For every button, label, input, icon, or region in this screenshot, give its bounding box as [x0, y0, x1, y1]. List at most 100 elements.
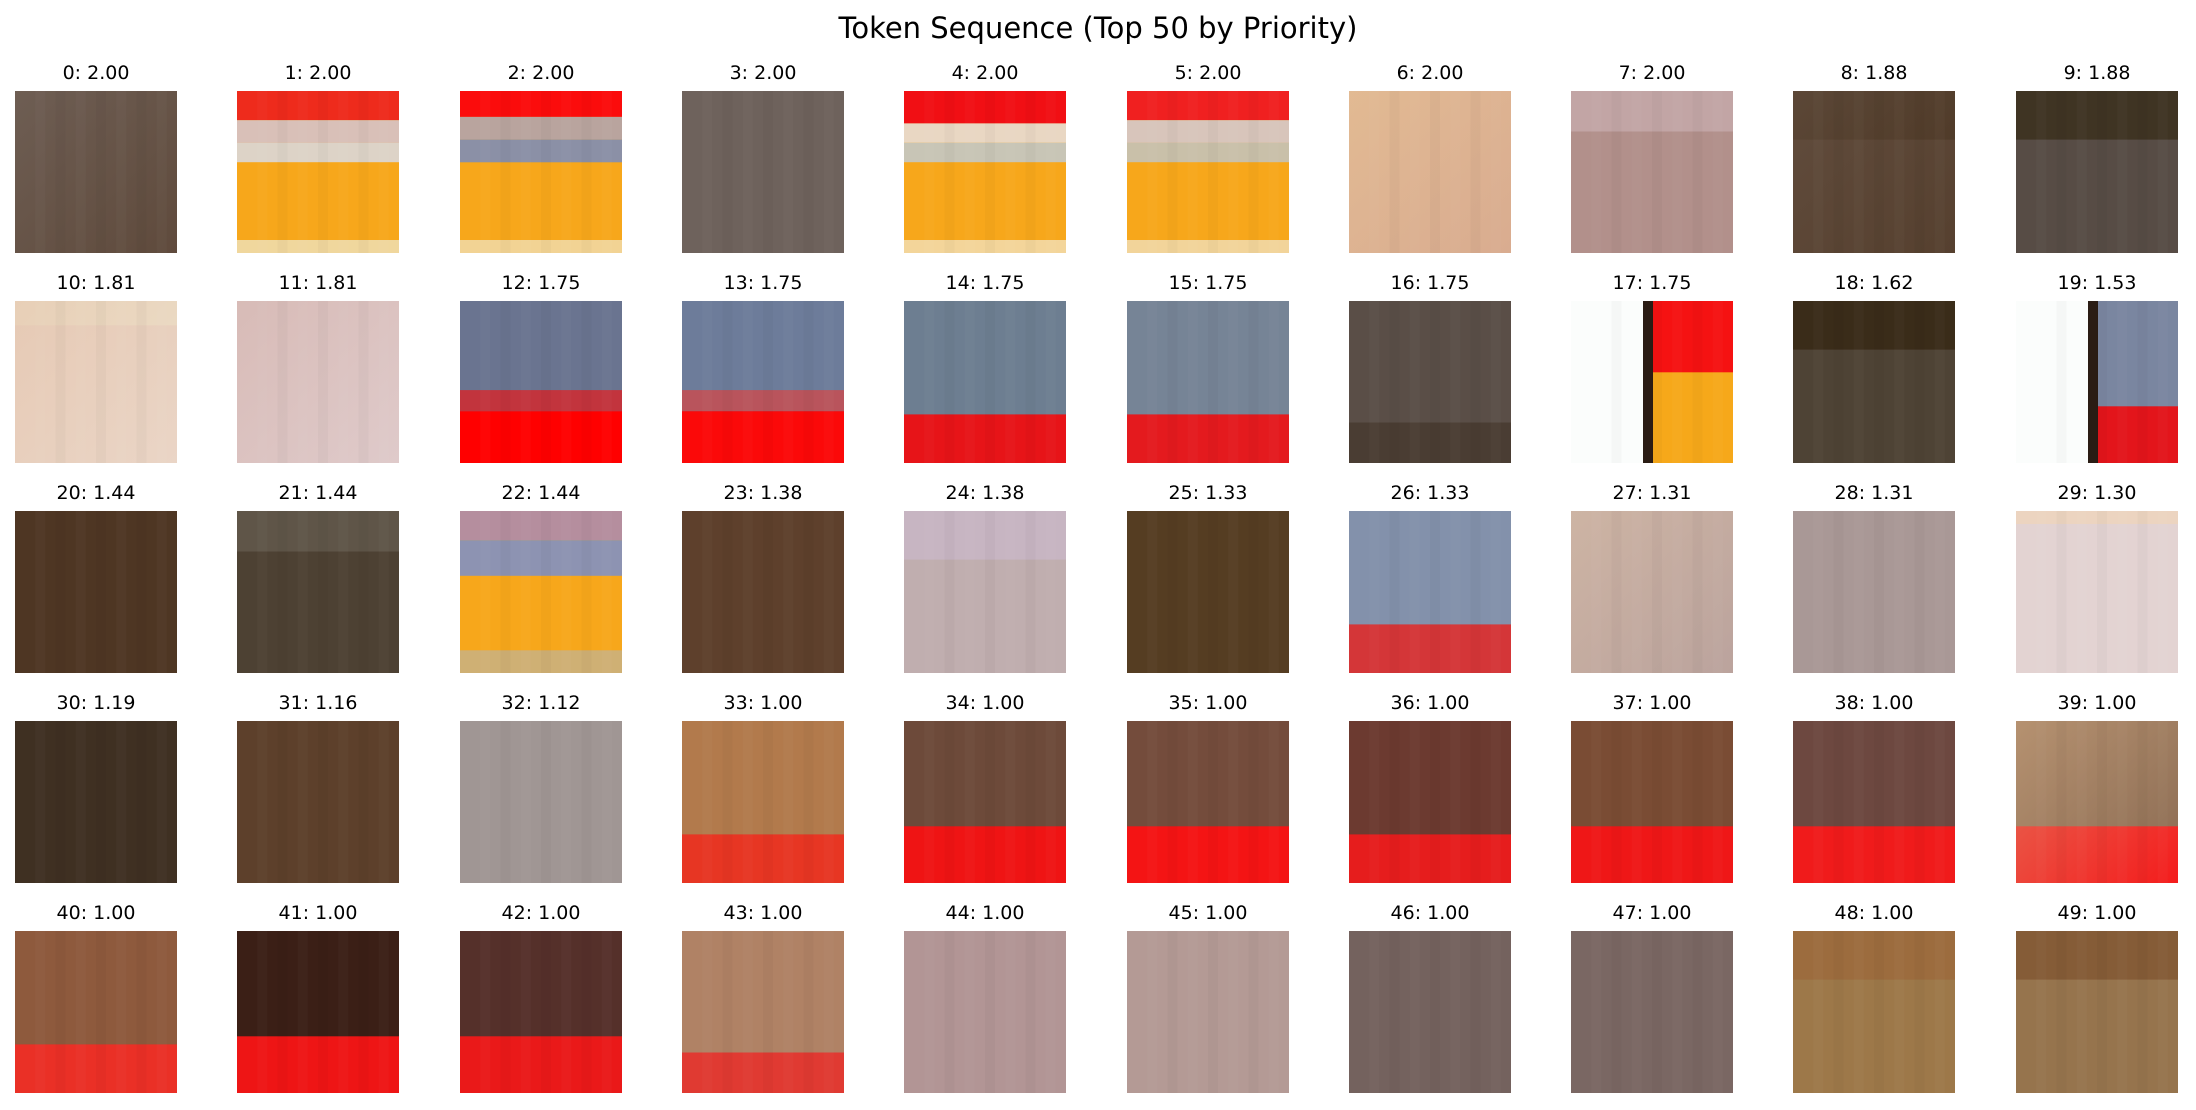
token-label: 2: 2.00 [507, 62, 575, 84]
token-tile: 18: 1.62 [1793, 269, 1955, 479]
token-tile: 34: 1.00 [904, 689, 1066, 899]
token-label: 25: 1.33 [1168, 482, 1248, 504]
token-patch-image [15, 301, 177, 463]
token-patch-image [1349, 91, 1511, 253]
token-tile: 20: 1.44 [15, 479, 177, 689]
token-tile: 33: 1.00 [682, 689, 844, 899]
token-patch-image [682, 91, 844, 253]
token-label: 39: 1.00 [2057, 692, 2137, 714]
token-label: 20: 1.44 [56, 482, 136, 504]
token-label: 32: 1.12 [501, 692, 581, 714]
token-patch-image [1127, 91, 1289, 253]
token-label: 13: 1.75 [723, 272, 803, 294]
token-patch-image [1127, 931, 1289, 1093]
token-tile: 29: 1.30 [2016, 479, 2178, 689]
token-label: 27: 1.31 [1612, 482, 1692, 504]
token-patch-image [460, 721, 622, 883]
token-label: 0: 2.00 [62, 62, 130, 84]
token-tile: 9: 1.88 [2016, 59, 2178, 269]
token-patch-image [237, 721, 399, 883]
token-tile: 45: 1.00 [1127, 899, 1289, 1109]
token-label: 36: 1.00 [1390, 692, 1470, 714]
token-tile: 0: 2.00 [15, 59, 177, 269]
token-patch-image [904, 931, 1066, 1093]
token-label: 7: 2.00 [1618, 62, 1686, 84]
token-patch-image [237, 91, 399, 253]
token-label: 9: 1.88 [2063, 62, 2131, 84]
token-patch-image [237, 931, 399, 1093]
token-label: 49: 1.00 [2057, 902, 2137, 924]
token-tile: 49: 1.00 [2016, 899, 2178, 1109]
token-label: 6: 2.00 [1396, 62, 1464, 84]
token-tile: 46: 1.00 [1349, 899, 1511, 1109]
token-label: 47: 1.00 [1612, 902, 1692, 924]
token-label: 46: 1.00 [1390, 902, 1470, 924]
token-patch-image [460, 91, 622, 253]
token-label: 23: 1.38 [723, 482, 803, 504]
token-tile: 11: 1.81 [237, 269, 399, 479]
token-tile: 25: 1.33 [1127, 479, 1289, 689]
token-label: 48: 1.00 [1834, 902, 1914, 924]
token-label: 42: 1.00 [501, 902, 581, 924]
token-patch-image [682, 721, 844, 883]
token-tile: 31: 1.16 [237, 689, 399, 899]
token-patch-image [15, 511, 177, 673]
token-patch-image [2016, 301, 2178, 463]
token-patch-image [237, 301, 399, 463]
token-tile: 24: 1.38 [904, 479, 1066, 689]
token-patch-image [1349, 931, 1511, 1093]
token-patch-image [460, 511, 622, 673]
token-label: 14: 1.75 [945, 272, 1025, 294]
token-label: 29: 1.30 [2057, 482, 2137, 504]
token-label: 24: 1.38 [945, 482, 1025, 504]
token-label: 37: 1.00 [1612, 692, 1692, 714]
token-tile: 23: 1.38 [682, 479, 844, 689]
token-patch-image [1793, 931, 1955, 1093]
token-patch-image [15, 721, 177, 883]
token-tile: 39: 1.00 [2016, 689, 2178, 899]
token-patch-image [237, 511, 399, 673]
token-patch-image [2016, 91, 2178, 253]
token-tile: 12: 1.75 [460, 269, 622, 479]
token-tile: 19: 1.53 [2016, 269, 2178, 479]
token-label: 43: 1.00 [723, 902, 803, 924]
token-label: 41: 1.00 [278, 902, 358, 924]
token-label: 18: 1.62 [1834, 272, 1914, 294]
token-patch-image [904, 301, 1066, 463]
token-patch-image [904, 721, 1066, 883]
token-tile: 22: 1.44 [460, 479, 622, 689]
token-label: 1: 2.00 [284, 62, 352, 84]
token-patch-image [1571, 721, 1733, 883]
token-label: 19: 1.53 [2057, 272, 2137, 294]
token-patch-image [460, 931, 622, 1093]
token-patch-image [2016, 511, 2178, 673]
token-label: 22: 1.44 [501, 482, 581, 504]
token-tile: 28: 1.31 [1793, 479, 1955, 689]
token-label: 16: 1.75 [1390, 272, 1470, 294]
token-label: 40: 1.00 [56, 902, 136, 924]
token-patch-image [2016, 721, 2178, 883]
token-patch-image [15, 91, 177, 253]
token-patch-image [15, 931, 177, 1093]
token-label: 33: 1.00 [723, 692, 803, 714]
token-tile: 2: 2.00 [460, 59, 622, 269]
token-tile: 42: 1.00 [460, 899, 622, 1109]
token-tile: 6: 2.00 [1349, 59, 1511, 269]
token-patch-image [1571, 511, 1733, 673]
token-label: 15: 1.75 [1168, 272, 1248, 294]
token-tile: 7: 2.00 [1571, 59, 1733, 269]
token-label: 8: 1.88 [1840, 62, 1908, 84]
token-tile: 36: 1.00 [1349, 689, 1511, 899]
token-tile: 8: 1.88 [1793, 59, 1955, 269]
token-label: 10: 1.81 [56, 272, 136, 294]
token-tile: 21: 1.44 [237, 479, 399, 689]
token-label: 35: 1.00 [1168, 692, 1248, 714]
token-tile: 43: 1.00 [682, 899, 844, 1109]
token-label: 26: 1.33 [1390, 482, 1470, 504]
token-label: 3: 2.00 [729, 62, 797, 84]
token-patch-image [682, 511, 844, 673]
token-label: 44: 1.00 [945, 902, 1025, 924]
token-tile: 4: 2.00 [904, 59, 1066, 269]
token-tile: 5: 2.00 [1127, 59, 1289, 269]
